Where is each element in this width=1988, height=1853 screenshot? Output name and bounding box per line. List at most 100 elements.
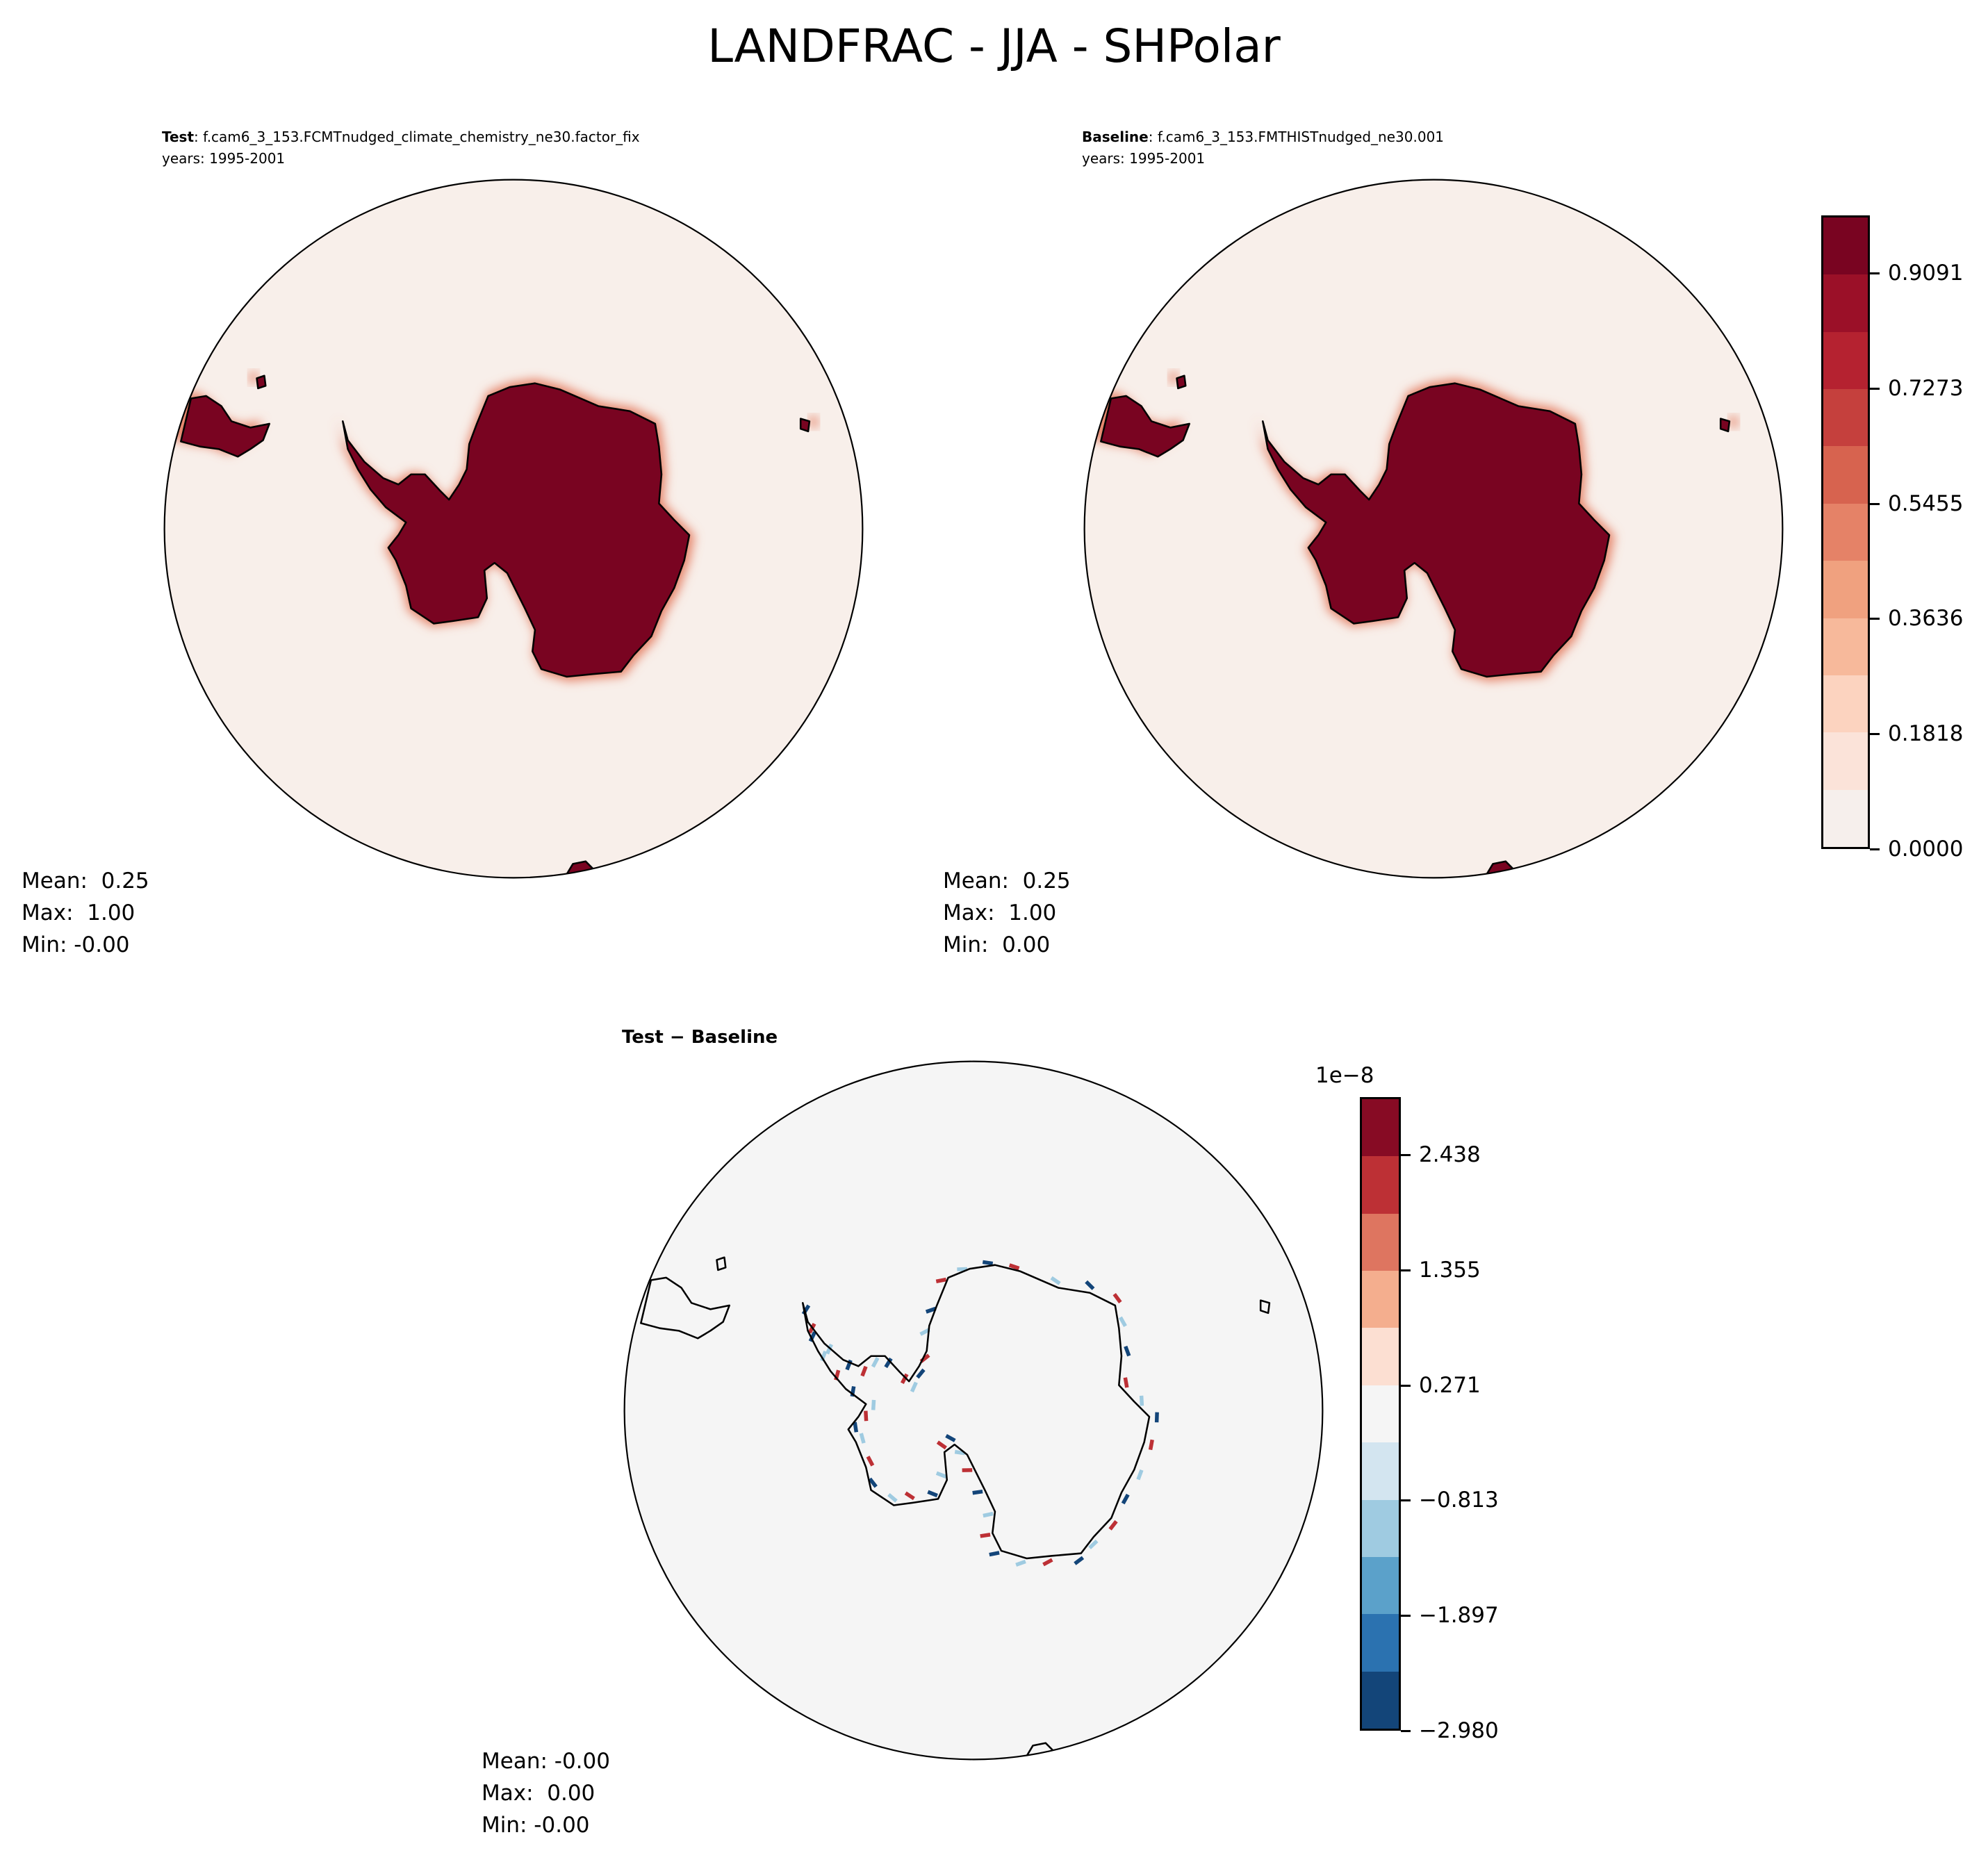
difference-speckle [935, 1277, 947, 1283]
test-map [163, 179, 864, 879]
difference-speckle [860, 1365, 868, 1377]
colorbar-tick-label: 0.1818 [1869, 721, 1964, 747]
map-content [624, 1061, 1323, 1760]
difference-speckle [962, 1468, 973, 1472]
colorbar-tick-label: 0.3636 [1869, 606, 1964, 632]
island-land [800, 418, 810, 431]
diff-panel-title: Test − Baseline [622, 1027, 778, 1048]
test-years: years: 1995-2001 [162, 150, 286, 167]
antarctica-coastline [1262, 382, 1611, 678]
island-coastline [256, 374, 267, 390]
island-coastline [799, 418, 811, 433]
colorbar-bin [1362, 1099, 1399, 1157]
difference-speckle [1124, 1345, 1131, 1357]
colorbar-bin [1823, 217, 1868, 275]
difference-speckle [945, 1433, 956, 1442]
test-stats: Mean: 0.25 Max: 1.00 Min: -0.00 [22, 865, 149, 961]
difference-speckle [980, 1533, 991, 1538]
map-boundary [623, 1060, 1324, 1761]
map-content [164, 179, 863, 878]
difference-speckle [1015, 1559, 1026, 1567]
test-mean: Mean: 0.25 [22, 868, 149, 893]
colorbar-tick-label: 0.7273 [1869, 375, 1964, 401]
island-halo [1729, 415, 1739, 429]
colorbar-bin [1362, 1671, 1399, 1729]
colorbar-bin [1362, 1556, 1399, 1615]
difference-speckle [868, 1477, 878, 1488]
island-land [256, 375, 266, 388]
baseline-stats: Mean: 0.25 Max: 1.00 Min: 0.00 [943, 865, 1071, 961]
baseline-min: Min: 0.00 [943, 932, 1051, 957]
island-coastline [1176, 374, 1187, 390]
diff-mean: Mean: -0.00 [482, 1749, 610, 1774]
south-america-coastline [1100, 395, 1190, 458]
difference-speckle [904, 1491, 915, 1501]
colorbar-bin [1362, 1328, 1399, 1385]
island-halo [1169, 371, 1178, 384]
colorbar-bin [1823, 389, 1868, 447]
difference-speckle [859, 1433, 866, 1444]
baseline-map [1083, 179, 1784, 879]
colorbar-bin [1362, 1156, 1399, 1214]
difference-speckle [1139, 1395, 1144, 1406]
colorbar-bin [1823, 446, 1868, 504]
difference-map [623, 1060, 1324, 1761]
difference-speckle [900, 1373, 909, 1385]
colorbar-tick-label: 0.9091 [1869, 260, 1964, 286]
baseline-panel-header: Baseline: f.cam6_3_153.FMTHISTnudged_ne3… [1082, 126, 1444, 170]
difference-speckle [808, 1331, 816, 1342]
colorbar-bin [1823, 561, 1868, 618]
colorbar-tick-label: 2.438 [1401, 1142, 1481, 1167]
difference-speckle [919, 1328, 930, 1336]
difference-speckle [935, 1471, 947, 1479]
island-land [1720, 418, 1730, 431]
difference-speckle [1154, 1412, 1159, 1423]
island-halo [249, 371, 258, 384]
difference-speckle [825, 1343, 833, 1355]
difference-speckle [983, 1511, 994, 1518]
difference-speckle [1108, 1520, 1118, 1531]
difference-speckle [1148, 1439, 1154, 1451]
colorbar-bin [1823, 732, 1868, 790]
difference-speckle [1112, 1293, 1122, 1303]
colorbar-tick-label: 0.5455 [1869, 491, 1964, 516]
colorbar-bin [1823, 274, 1868, 332]
difference-speckle [1008, 1263, 1020, 1271]
colorbar-offset-label: 1e−8 [1315, 1063, 1374, 1088]
south-america-land [181, 395, 270, 457]
colorbar-bin [1823, 618, 1868, 675]
colorbar-bin [1823, 331, 1868, 390]
difference-speckle [866, 1456, 875, 1467]
colorbar-tick-label: 0.271 [1401, 1372, 1481, 1398]
ocean-background [624, 1061, 1323, 1760]
colorbar-bin [1362, 1213, 1399, 1271]
colorbar-bin [1823, 789, 1868, 847]
colorbar-bin [1823, 503, 1868, 561]
difference-speckle [982, 1260, 994, 1266]
island-halo [809, 415, 819, 429]
difference-speckle [853, 1422, 859, 1433]
difference-speckle [925, 1306, 937, 1314]
colorbar-bin [1362, 1499, 1399, 1557]
difference-speckle [1050, 1276, 1061, 1285]
difference-colorbar [1360, 1097, 1401, 1731]
south-america-coastline [640, 1276, 730, 1340]
baseline-mean: Mean: 0.25 [943, 868, 1071, 893]
diff-max: Max: 0.00 [482, 1781, 595, 1806]
difference-speckle [871, 1399, 876, 1410]
antarctica-coastline [342, 382, 691, 678]
baseline-label: Baseline [1082, 129, 1149, 145]
difference-speckle [864, 1410, 869, 1422]
test-panel-header: Test: f.cam6_3_153.FCMTnudged_climate_ch… [162, 126, 640, 170]
difference-speckle [1136, 1469, 1144, 1481]
baseline-max: Max: 1.00 [943, 900, 1057, 925]
difference-speckle [1118, 1316, 1127, 1328]
baseline-years: years: 1995-2001 [1082, 150, 1206, 167]
colorbar-bin [1362, 1271, 1399, 1328]
island-coastline [1259, 1299, 1271, 1315]
difference-speckle [936, 1440, 947, 1450]
reference-colorbar [1821, 215, 1870, 849]
test-label: Test [162, 129, 195, 145]
colorbar-bin [1823, 675, 1868, 733]
test-max: Max: 1.00 [22, 900, 135, 925]
